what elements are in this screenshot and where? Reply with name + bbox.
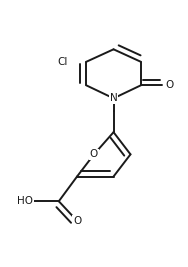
- Text: O: O: [165, 80, 174, 90]
- Text: Cl: Cl: [58, 57, 68, 67]
- Text: N: N: [110, 93, 118, 103]
- Text: HO: HO: [17, 196, 33, 206]
- Text: O: O: [90, 149, 98, 159]
- Text: O: O: [73, 216, 81, 226]
